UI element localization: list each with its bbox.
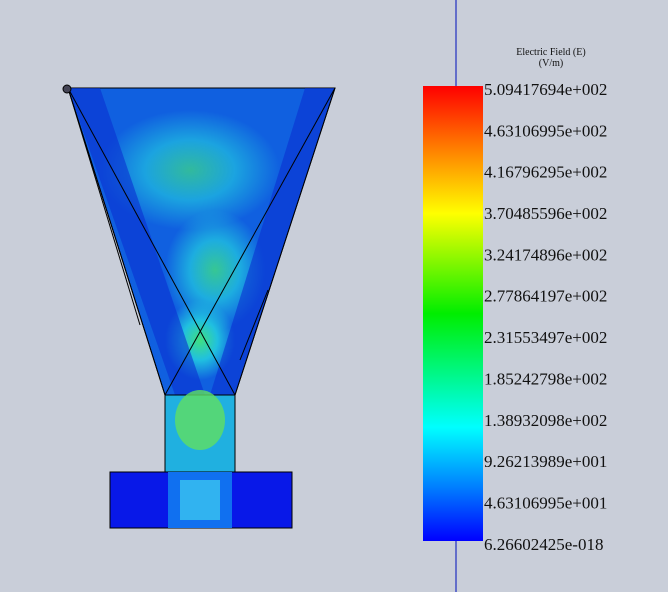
legend-label: 3.70485596e+002	[484, 204, 607, 223]
legend-unit: (V/m)	[539, 58, 563, 69]
legend-label: 2.31553497e+002	[484, 328, 607, 347]
field-region	[180, 480, 220, 520]
legend-label: 5.09417694e+002	[484, 80, 607, 99]
legend-label: 9.26213989e+001	[484, 452, 607, 471]
legend-label: 4.63106995e+001	[484, 494, 607, 513]
legend-label: 4.16796295e+002	[484, 163, 607, 182]
legend-title: Electric Field (E)	[516, 47, 585, 58]
field-region	[175, 390, 225, 450]
legend-label: 4.63106995e+002	[484, 121, 607, 140]
legend-label: 6.26602425e-018	[484, 535, 603, 554]
color-bar	[423, 86, 483, 541]
vertex-marker	[63, 85, 71, 93]
legend-label: 1.85242798e+002	[484, 369, 607, 388]
legend-label: 1.38932098e+002	[484, 411, 607, 430]
simulation-view: Electric Field (E) (V/m) 5.09417694e+002…	[0, 0, 668, 592]
legend-label: 2.77864197e+002	[484, 287, 607, 306]
legend-label: 3.24174896e+002	[484, 245, 607, 264]
